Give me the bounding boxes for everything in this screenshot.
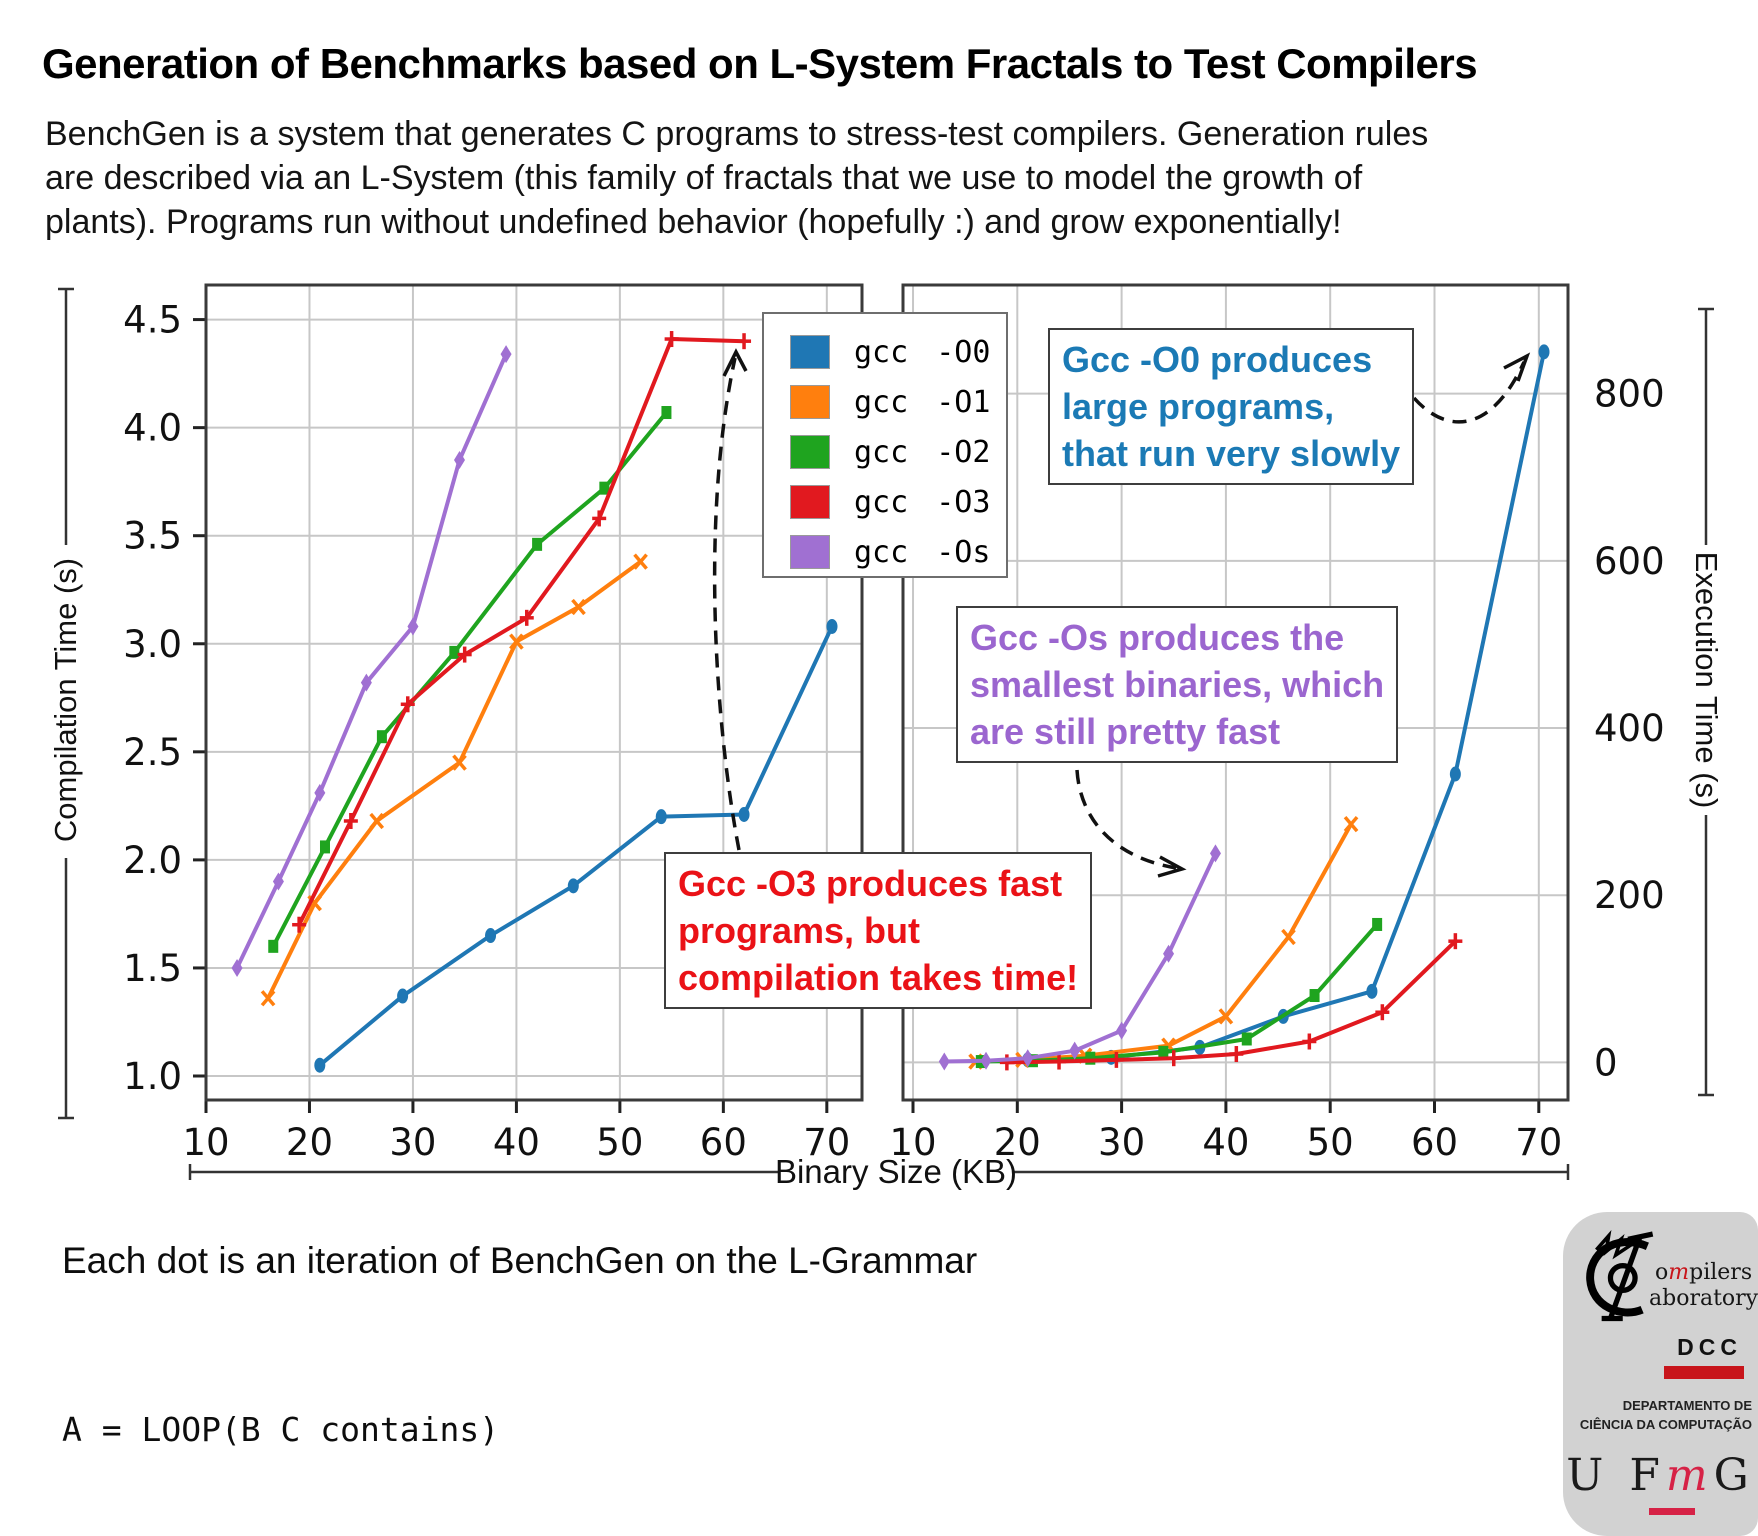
ufmg-text: G	[1713, 1450, 1755, 1501]
lab-name-line2: aboratory	[1649, 1286, 1758, 1311]
department-line: DEPARTAMENTO DE	[1622, 1398, 1752, 1413]
svg-text:800: 800	[1594, 373, 1665, 416]
execution-panel: 10 20 30 40 50 60 70 0 200 400 600 800	[889, 283, 1665, 1164]
lab-text-accent: m	[1668, 1260, 1690, 1285]
legend-swatch-gcc-o0	[790, 335, 830, 369]
annotation-line: compilation takes time!	[678, 957, 1079, 998]
department-name: DEPARTAMENTO DE CIÊNCIA DA COMPUTAÇÃO	[1565, 1396, 1752, 1434]
dcc-red-bar	[1664, 1366, 1744, 1379]
intro-line: BenchGen is a system that generates C pr…	[45, 115, 1429, 153]
series-gcc-os	[938, 844, 1221, 1071]
annotation-line: large programs,	[1062, 386, 1335, 427]
svg-text:3.0: 3.0	[123, 623, 182, 666]
svg-text:400: 400	[1594, 707, 1665, 750]
lab-text: o	[1655, 1260, 1669, 1285]
legend-swatch-gcc-o1	[790, 385, 830, 419]
svg-text:50: 50	[596, 1121, 643, 1164]
x-axis-label-binary-size: Binary Size (KB)	[774, 1153, 1018, 1190]
svg-text:40: 40	[1202, 1121, 1249, 1164]
legend-item-gcc-o3: gcc -O3	[764, 478, 1006, 526]
intro-paragraph: BenchGen is a system that generates C pr…	[45, 112, 1428, 244]
annotation-line: that run very slowly	[1062, 433, 1401, 474]
svg-text:4.0: 4.0	[123, 407, 182, 450]
series-gcc-o1	[260, 553, 648, 1007]
compilation-panel: 10 20 30 40 50 60 70 1.0 1.5 2.0 2.5 3.0 3.5 4.0 4.5	[123, 283, 864, 1164]
intro-line: are described via an L-System (this fami…	[45, 159, 1363, 197]
annotation-line: Gcc -Os produces the	[970, 617, 1345, 658]
svg-text:3.5: 3.5	[123, 515, 182, 558]
legend-item-gcc-o2: gcc -O2	[764, 428, 1006, 476]
lab-name-line1: ompilers	[1655, 1260, 1752, 1285]
svg-text:30: 30	[389, 1121, 436, 1164]
intro-line: plants). Programs run without undefined …	[45, 203, 1342, 241]
l-grammar-rules: A = LOOP(B C contains) B = IF(new LOOP(r…	[62, 1312, 1334, 1536]
legend-swatch-gcc-os	[790, 535, 830, 569]
page-title: Generation of Benchmarks based on L-Syst…	[42, 40, 1478, 87]
series-gcc-o0	[314, 618, 838, 1073]
legend-label: gcc -Os	[854, 534, 991, 570]
y-axis-label-compilation: Compilation Time (s)	[48, 557, 83, 843]
legend-label: gcc -O0	[854, 334, 991, 370]
annotation-line: smallest binaries, which	[970, 664, 1385, 705]
ufmg-text: U F	[1566, 1450, 1666, 1501]
footer-caption: Each dot is an iteration of BenchGen on …	[62, 1240, 978, 1281]
svg-text:200: 200	[1594, 874, 1665, 917]
annotation-line: programs, but	[678, 910, 921, 951]
annotation-line: are still pretty fast	[970, 711, 1281, 752]
annotation-line: Gcc -O0 produces	[1062, 339, 1373, 380]
svg-text:10: 10	[182, 1121, 229, 1164]
svg-text:50: 50	[1307, 1121, 1354, 1164]
legend-swatch-gcc-o3	[790, 485, 830, 519]
svg-text:10: 10	[889, 1121, 936, 1164]
legend-item-gcc-o0: gcc -O0	[764, 328, 1006, 376]
dcc-wordmark: DCC	[1677, 1334, 1742, 1360]
series-gcc-o3	[999, 933, 1463, 1071]
annotation-gcc-os: Gcc -Os produces the smallest binaries, …	[956, 606, 1399, 763]
y-axis-label-execution: Execution Time (s)	[1689, 551, 1724, 809]
compilers-lab-dragon-icon	[1586, 1230, 1654, 1322]
ufmg-wordmark: U FmG	[1563, 1450, 1758, 1501]
svg-text:20: 20	[286, 1121, 333, 1164]
department-line: CIÊNCIA DA COMPUTAÇÃO	[1579, 1417, 1752, 1432]
legend-label: gcc -O3	[854, 484, 991, 520]
svg-text:4.5: 4.5	[123, 299, 182, 342]
series-gcc-o3	[292, 331, 752, 933]
series-gcc-o2	[268, 406, 672, 953]
series-gcc-os	[231, 345, 512, 977]
svg-text:2.0: 2.0	[123, 839, 182, 882]
annotation-gcc-o0: Gcc -O0 produces large programs, that ru…	[1048, 328, 1415, 485]
institution-logo-block: ompilers aboratory DCC DEPARTAMENTO DE C…	[1563, 1212, 1758, 1536]
annotation-line: Gcc -O3 produces fast	[678, 863, 1063, 904]
legend-swatch-gcc-o2	[790, 435, 830, 469]
svg-text:40: 40	[493, 1121, 540, 1164]
svg-text:30: 30	[1098, 1121, 1145, 1164]
lab-text: pilers	[1689, 1260, 1753, 1285]
svg-text:60: 60	[1411, 1121, 1458, 1164]
legend-item-gcc-o1: gcc -O1	[764, 378, 1006, 426]
annotation-gcc-o3: Gcc -O3 produces fast programs, but comp…	[664, 852, 1093, 1009]
svg-text:0: 0	[1594, 1041, 1618, 1084]
ufmg-red-bar	[1649, 1508, 1695, 1515]
ufmg-m-accent: m	[1665, 1450, 1714, 1501]
svg-text:2.5: 2.5	[123, 731, 182, 774]
legend-item-gcc-os: gcc -Os	[764, 528, 1006, 576]
svg-text:1.0: 1.0	[123, 1055, 182, 1098]
grammar-rule-a: A = LOOP(B C contains)	[62, 1410, 500, 1449]
legend-label: gcc -O2	[854, 434, 991, 470]
svg-text:70: 70	[803, 1121, 850, 1164]
svg-text:70: 70	[1515, 1121, 1562, 1164]
chart-legend: gcc -O0 gcc -O1 gcc -O2 gcc -O3 gcc -Os	[762, 312, 1008, 578]
svg-text:600: 600	[1594, 540, 1665, 583]
legend-label: gcc -O1	[854, 384, 991, 420]
svg-text:1.5: 1.5	[123, 947, 182, 990]
svg-text:60: 60	[700, 1121, 747, 1164]
svg-text:20: 20	[994, 1121, 1041, 1164]
